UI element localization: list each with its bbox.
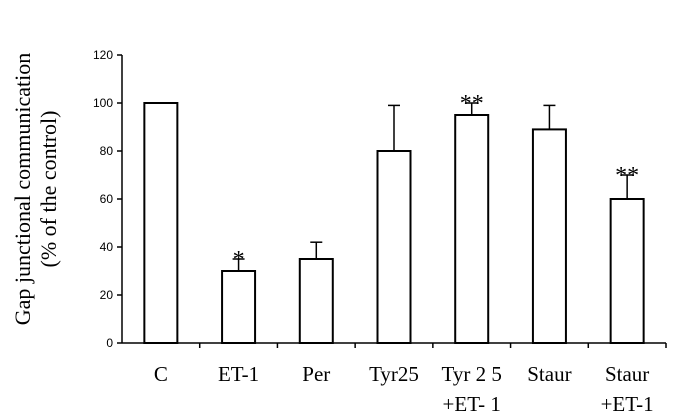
bar bbox=[221, 270, 257, 344]
x-tick-label: Tyr 2 5 bbox=[442, 362, 502, 386]
y-tick-label: 100 bbox=[93, 96, 113, 110]
bar bbox=[454, 114, 490, 344]
significance-marker: ** bbox=[460, 91, 484, 117]
bar bbox=[376, 150, 412, 344]
y-tick-label: 40 bbox=[100, 240, 114, 254]
x-axis-labels: C ET-1 Per Tyr25 Tyr 2 5 +ET- 1 Staur Staur +ET-… bbox=[154, 362, 654, 414]
y-tick-label: 80 bbox=[100, 144, 114, 158]
y-axis-title: Gap junctional communication (% of the co… bbox=[10, 53, 61, 326]
bar bbox=[531, 128, 567, 344]
x-tick-label: +ET- 1 bbox=[443, 392, 501, 414]
bar bbox=[609, 198, 645, 344]
y-tick-label: 0 bbox=[106, 336, 113, 350]
bar bbox=[143, 102, 179, 344]
x-tick-label: +ET-1 bbox=[601, 392, 654, 414]
y-axis-title-line: Gap junctional communication bbox=[10, 53, 35, 326]
y-tick-label: 120 bbox=[93, 48, 113, 62]
x-tick-label: ET-1 bbox=[218, 362, 259, 386]
x-tick-label: Staur bbox=[605, 362, 649, 386]
x-tick-label: Staur bbox=[527, 362, 571, 386]
y-tick-label: 20 bbox=[100, 288, 114, 302]
significance-marker: * bbox=[233, 247, 245, 273]
x-tick-label: Tyr25 bbox=[369, 362, 419, 386]
y-axis-title-line: (% of the control) bbox=[36, 111, 61, 268]
x-tick-label: C bbox=[154, 362, 168, 386]
y-tick-label: 60 bbox=[100, 192, 114, 206]
y-axis-ticks: 0 20 40 60 80 100 120 bbox=[93, 48, 122, 350]
significance-marker: ** bbox=[615, 163, 639, 189]
bar bbox=[298, 258, 334, 344]
bars: ***** bbox=[143, 91, 667, 348]
x-tick-label: Per bbox=[302, 362, 330, 386]
